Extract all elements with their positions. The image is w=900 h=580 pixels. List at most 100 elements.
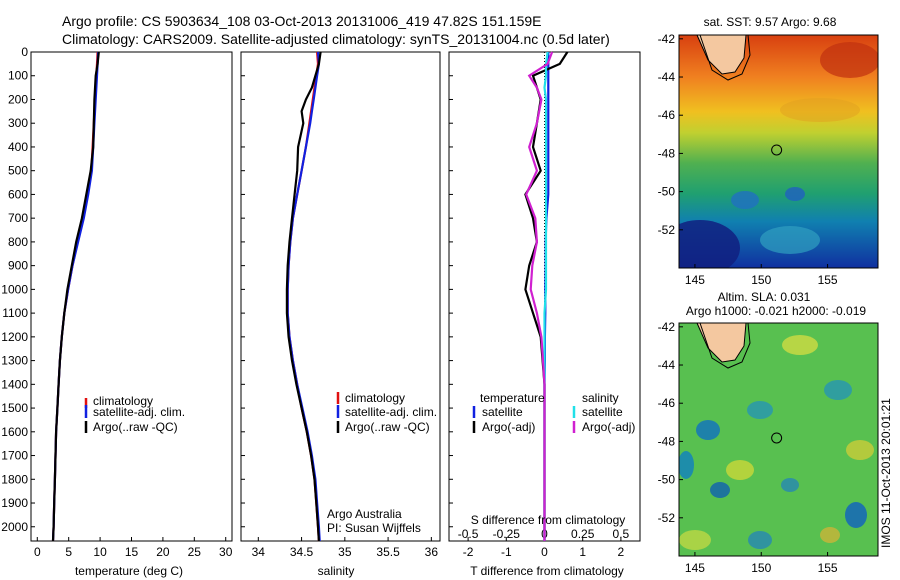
difference-profile-panel: -2 -1 0 1 2-0.5 -0.25 0 0.25 0.5 [448, 51, 641, 559]
sla-map-frame [678, 322, 879, 557]
legend-label-t-satellite: satellite [482, 405, 523, 419]
legend-label-satellite: satellite-adj. clim. [345, 405, 437, 419]
x-tick-label: 5 [65, 545, 72, 559]
x-tick-label: 34.5 [290, 545, 314, 559]
legend-label-argo: Argo(..raw -QC) [93, 420, 178, 434]
legend-label-argo: Argo(..raw -QC) [345, 420, 430, 434]
x-tick-label: -1 [501, 545, 512, 559]
coast-contour [699, 322, 751, 369]
float-location-marker [771, 432, 783, 444]
map-axes: -42 -44 -46 -48 -50 -52 145 150 155 -42 -44 -46 -48 -… [658, 32, 838, 575]
map-y-tick-label: -50 [658, 473, 676, 487]
y-tick-label: 1700 [1, 449, 28, 463]
pi-label: PI: Susan Wijffels [327, 521, 421, 535]
map-y-tick-label: -46 [658, 396, 676, 410]
y-tick-label: 1300 [1, 354, 28, 368]
x-tick-label: 36 [425, 545, 439, 559]
secondary-x-tick-label: 0.25 [571, 527, 595, 541]
s-difference-xlabel: S difference from climatology [471, 513, 626, 527]
map-y-tick-label: -44 [658, 70, 676, 84]
legend-label-s-argo: Argo(-adj) [582, 420, 635, 434]
salinity-xlabel: salinity [318, 564, 355, 578]
y-tick-label: 1400 [1, 377, 28, 391]
argo-australia-label: Argo Australia [327, 507, 402, 521]
x-tick-label: 35 [338, 545, 352, 559]
y-tick-label: 1200 [1, 330, 28, 344]
x-tick-label: 2 [618, 545, 625, 559]
title-line-2: Climatology: CARS2009. Satellite-adjuste… [62, 31, 610, 47]
map-y-tick-label: -42 [658, 32, 676, 46]
legend-label-satellite: satellite-adj. clim. [93, 405, 185, 419]
imos-stamp: IMOS 11-Oct-2013 20:01:21 [879, 398, 893, 548]
sst-map: sat. SST: 9.57 Argo: 9.68 [678, 15, 879, 269]
sla-map: Altim. SLA: 0.031 Argo h1000: -0.021 h20… [678, 290, 879, 557]
y-tick-label: 1600 [1, 425, 28, 439]
y-tick-label: 100 [8, 69, 28, 83]
sla-texture [679, 335, 874, 550]
x-tick-label: 10 [93, 545, 107, 559]
map-y-tick-label: -52 [658, 511, 676, 525]
series-line-argo-raw-qc- [51, 51, 100, 542]
sla-map-subtitle: Argo h1000: -0.021 h2000: -0.019 [686, 304, 866, 318]
sst-texture [679, 42, 878, 268]
y-tick-label: 1000 [1, 282, 28, 296]
map-y-tick-label: -42 [658, 320, 676, 334]
y-tick-label: 1100 [2, 306, 28, 320]
plot-frame [240, 51, 441, 542]
salinity-profile-panel: 34 34.5 35 35.5 36 [240, 51, 441, 559]
map-x-tick-label: 150 [751, 561, 771, 575]
map-y-tick-label: -48 [658, 434, 676, 448]
series-line-argo-raw-qc- [285, 51, 322, 542]
temperature-legend: climatology satellite-adj. clim. Argo(..… [84, 394, 185, 434]
x-tick-label: 1 [579, 545, 586, 559]
y-tick-label: 700 [8, 211, 28, 225]
legend-label-s-satellite: satellite [582, 405, 623, 419]
t-difference-xlabel: T difference from climatology [470, 564, 624, 578]
legend-label-t-argo: Argo(-adj) [482, 420, 535, 434]
y-tick-label: 1500 [1, 401, 28, 415]
secondary-x-tick-label: 0.5 [613, 527, 630, 541]
sla-field [679, 323, 878, 556]
y-tick-label: 900 [8, 259, 28, 273]
coast-contour [699, 34, 751, 81]
y-tick-label: 1900 [1, 496, 28, 510]
difference-legend: temperature salinity satellite Argo(-adj… [472, 391, 635, 434]
temperature-xlabel: temperature (deg C) [75, 564, 183, 578]
x-tick-label: 25 [188, 545, 202, 559]
sst-map-title: sat. SST: 9.57 Argo: 9.68 [704, 15, 837, 29]
legend-label-climatology: climatology [345, 391, 405, 405]
x-tick-label: 0 [34, 545, 41, 559]
y-tick-label: 1800 [1, 472, 28, 486]
float-location-marker [771, 144, 783, 156]
temperature-profile-panel: 0100200300400500600700800900100011001200… [1, 45, 232, 559]
x-tick-label: 15 [125, 545, 139, 559]
salinity-legend: climatology satellite-adj. clim. Argo(..… [336, 391, 437, 434]
y-tick-label: 0 [21, 45, 28, 59]
y-tick-label: 2000 [1, 520, 28, 534]
map-x-tick-label: 145 [685, 561, 705, 575]
y-tick-label: 300 [8, 116, 28, 130]
legend-header-temperature: temperature [480, 391, 545, 405]
sla-map-title: Altim. SLA: 0.031 [718, 290, 811, 304]
legend-label-climatology: climatology [93, 394, 153, 408]
map-y-tick-label: -52 [658, 223, 676, 237]
x-tick-label: 30 [219, 545, 233, 559]
x-tick-label: 0 [541, 545, 548, 559]
y-tick-label: 800 [8, 235, 28, 249]
secondary-x-tick-label: -0.5 [458, 527, 479, 541]
map-y-tick-label: -50 [658, 185, 676, 199]
map-x-tick-label: 155 [818, 273, 838, 287]
title-line-1: Argo profile: CS 5903634_108 03-Oct-2013… [62, 13, 542, 29]
sst-map-frame [678, 34, 879, 269]
y-tick-label: 500 [8, 164, 28, 178]
map-x-tick-label: 150 [751, 273, 771, 287]
y-tick-label: 600 [8, 187, 28, 201]
y-tick-label: 400 [8, 140, 28, 154]
map-y-tick-label: -46 [658, 108, 676, 122]
map-y-tick-label: -44 [658, 358, 676, 372]
plot-frame [30, 51, 233, 542]
secondary-x-tick-label: -0.25 [493, 527, 521, 541]
x-tick-label: -2 [463, 545, 474, 559]
map-y-tick-label: -48 [658, 146, 676, 160]
